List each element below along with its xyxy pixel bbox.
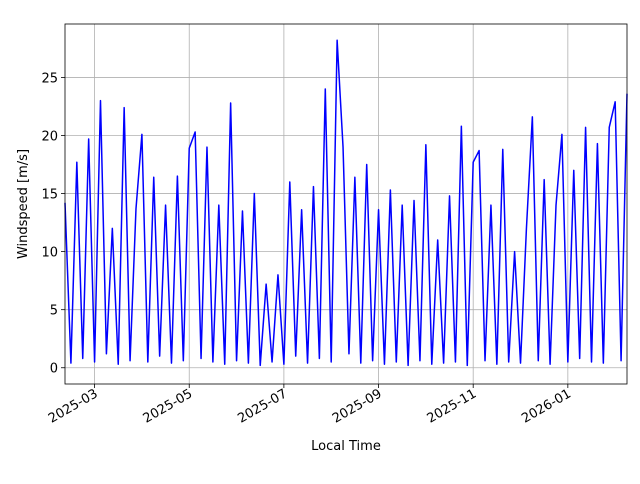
y-tick-label: 0 [50, 362, 58, 377]
y-tick-label: 5 [50, 304, 58, 319]
plot-frame [64, 23, 628, 385]
y-tick-label: 25 [41, 71, 58, 86]
series-line [64, 39, 628, 367]
y-tick-label: 20 [41, 129, 58, 144]
y-axis-label: Windspeed [m/s] [16, 149, 31, 259]
y-tick-label: 15 [41, 188, 58, 203]
y-tick-label: 10 [41, 246, 58, 261]
x-axis-label: Local Time [311, 439, 381, 454]
